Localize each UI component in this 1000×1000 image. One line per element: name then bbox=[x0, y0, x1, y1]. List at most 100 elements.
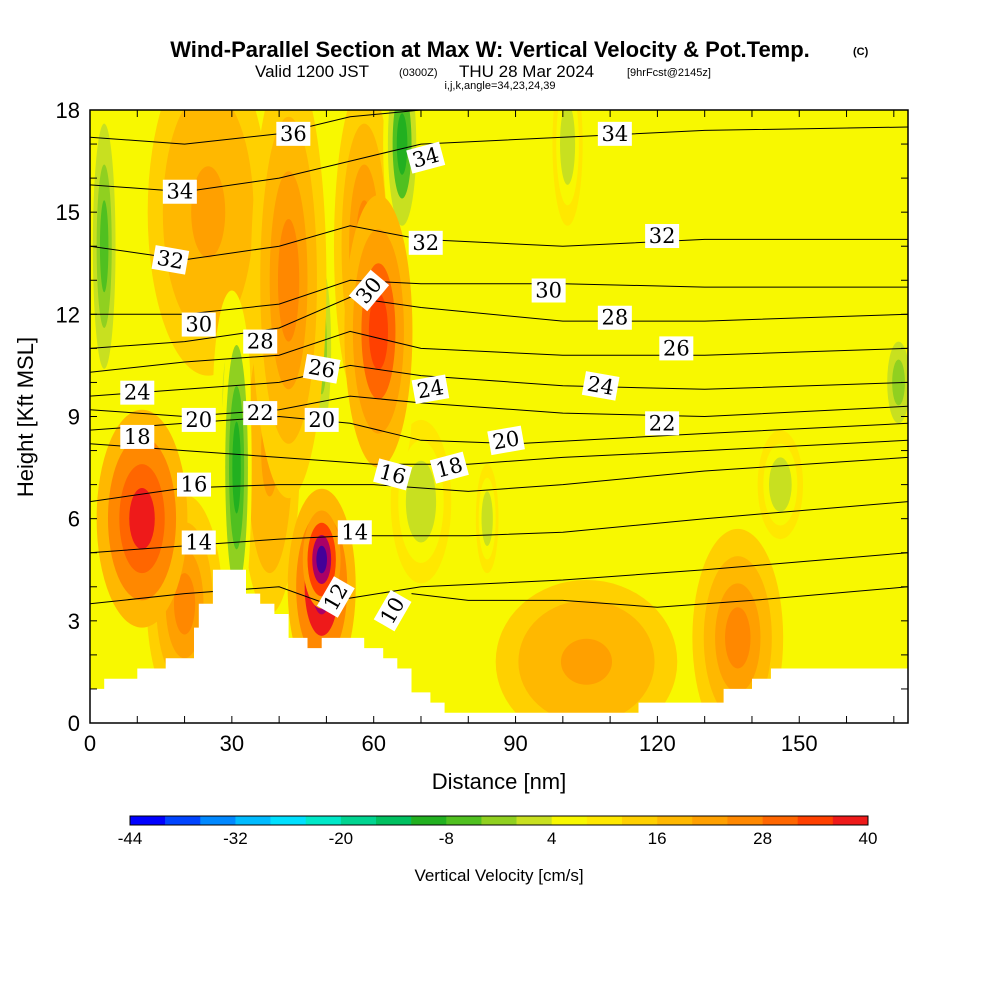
contour-label-box bbox=[659, 336, 694, 361]
colorbar-swatch bbox=[657, 816, 693, 825]
colorbar-swatch bbox=[692, 816, 728, 825]
contour-label-box bbox=[531, 278, 566, 303]
contour-label-text: 28 bbox=[601, 306, 628, 330]
colorbar-swatch bbox=[832, 816, 869, 825]
y-axis-label: Height [Kft MSL] bbox=[13, 337, 38, 497]
x-tick-label: 150 bbox=[781, 731, 818, 756]
colorbar-tick-label: -32 bbox=[223, 829, 248, 848]
y-tick-label: 18 bbox=[56, 98, 80, 123]
chart-title: Wind-Parallel Section at Max W: Vertical… bbox=[170, 37, 810, 62]
contour-label: 22 bbox=[645, 411, 680, 436]
y-tick-label: 9 bbox=[68, 405, 80, 430]
terrain-mask bbox=[90, 569, 908, 723]
colorbar-swatch bbox=[727, 816, 763, 825]
x-axis: 0 30 60 90 120 150 bbox=[84, 110, 895, 756]
colorbar-swatch bbox=[130, 816, 166, 825]
contour-label: 32 bbox=[151, 245, 190, 275]
contour-label-box bbox=[581, 371, 620, 401]
colorbar-swatch bbox=[305, 816, 342, 825]
contour-label-box bbox=[177, 472, 212, 497]
contour-label-text: 32 bbox=[649, 224, 676, 248]
contour-label-text: 36 bbox=[280, 122, 307, 146]
contour-label: 26 bbox=[659, 336, 694, 361]
contour-label: 18 bbox=[429, 451, 469, 484]
downdraft-cell bbox=[773, 469, 787, 500]
contour-label-text: 32 bbox=[412, 231, 439, 255]
colorbar-tick-label: 40 bbox=[859, 829, 878, 848]
y-tick-label: 6 bbox=[68, 507, 80, 532]
subtitle-date: THU 28 Mar 2024 bbox=[459, 62, 594, 81]
colorbar-swatch bbox=[270, 816, 307, 825]
contour-label: 24 bbox=[581, 371, 620, 401]
downdraft-cell bbox=[483, 503, 491, 534]
vertical-velocity-field bbox=[90, 110, 908, 723]
colorbar-tick-label: 16 bbox=[648, 829, 667, 848]
contour-label-box bbox=[304, 407, 339, 432]
contour-label-box bbox=[348, 269, 390, 312]
contour-label-box bbox=[373, 589, 412, 632]
colorbar-swatch bbox=[586, 816, 623, 825]
contour-label-box bbox=[302, 354, 341, 384]
colorbar-tick-label: 28 bbox=[753, 829, 772, 848]
contour-label-box bbox=[181, 407, 216, 432]
contour-label: 30 bbox=[531, 278, 566, 303]
contour-label-box bbox=[181, 530, 216, 555]
contour-label-text: 16 bbox=[181, 473, 208, 497]
y-tick-label: 15 bbox=[56, 200, 80, 225]
contour-label-box bbox=[487, 425, 525, 456]
theta-contour-34 bbox=[90, 126, 908, 193]
contour-label: 16 bbox=[177, 472, 212, 497]
chart-title-suffix: (C) bbox=[853, 46, 869, 58]
contour-label-text: 22 bbox=[649, 411, 676, 435]
colorbar: -44 -32 -20 -8 4 16 28 40 bbox=[118, 815, 878, 848]
x-axis-label: Distance [nm] bbox=[432, 769, 567, 794]
contour-label-box bbox=[373, 458, 413, 491]
contour-label: 24 bbox=[120, 380, 155, 405]
contour-label-text: 22 bbox=[247, 401, 274, 425]
contour-label-box bbox=[645, 411, 680, 436]
contour-label: 36 bbox=[276, 121, 311, 146]
theta-contour-10 bbox=[411, 586, 908, 608]
contour-label-box bbox=[408, 230, 443, 255]
contour-label: 20 bbox=[487, 425, 525, 456]
contour-label-box bbox=[429, 451, 469, 484]
contour-label-box bbox=[406, 141, 446, 174]
contour-label-box bbox=[120, 424, 155, 449]
contour-label: 20 bbox=[304, 407, 339, 432]
x-tick-label: 120 bbox=[639, 731, 676, 756]
contour-label-text: 18 bbox=[124, 425, 151, 449]
contour-label-box bbox=[151, 245, 190, 275]
updraft-cell bbox=[173, 573, 196, 635]
contour-label-text: 28 bbox=[247, 330, 274, 354]
colorbar-swatch bbox=[165, 816, 201, 825]
colorbar-swatch bbox=[411, 816, 447, 825]
contour-label-box bbox=[181, 312, 216, 337]
contour-label-box bbox=[316, 576, 355, 618]
downdraft-cell bbox=[412, 478, 430, 525]
colorbar-swatch bbox=[797, 816, 834, 825]
updraft-cell bbox=[277, 218, 300, 342]
x-tick-label: 60 bbox=[361, 731, 385, 756]
colorbar-tick-label: -8 bbox=[439, 829, 454, 848]
colorbar-swatch bbox=[376, 816, 412, 825]
contour-label-text: 34 bbox=[601, 122, 628, 146]
downdraft-cell bbox=[99, 200, 109, 293]
colorbar-swatch bbox=[551, 816, 588, 825]
contour-label-box bbox=[120, 380, 155, 405]
subtitle-indices: i,j,k,angle=34,23,24,39 bbox=[444, 80, 555, 92]
downdraft-cell bbox=[563, 121, 572, 168]
colorbar-swatch bbox=[235, 816, 271, 825]
contour-label: 28 bbox=[243, 329, 278, 354]
colorbar-swatch bbox=[446, 816, 482, 825]
contour-label: 32 bbox=[645, 224, 680, 249]
colorbar-swatch bbox=[622, 816, 658, 825]
contour-label-text: 24 bbox=[124, 381, 151, 405]
downdraft-cell bbox=[396, 113, 408, 175]
y-tick-label: 12 bbox=[56, 302, 80, 327]
contour-label-box bbox=[411, 374, 450, 405]
contour-label-box bbox=[597, 121, 632, 146]
theta-contour-28 bbox=[90, 296, 908, 349]
contour-label-text: 32 bbox=[155, 246, 185, 274]
